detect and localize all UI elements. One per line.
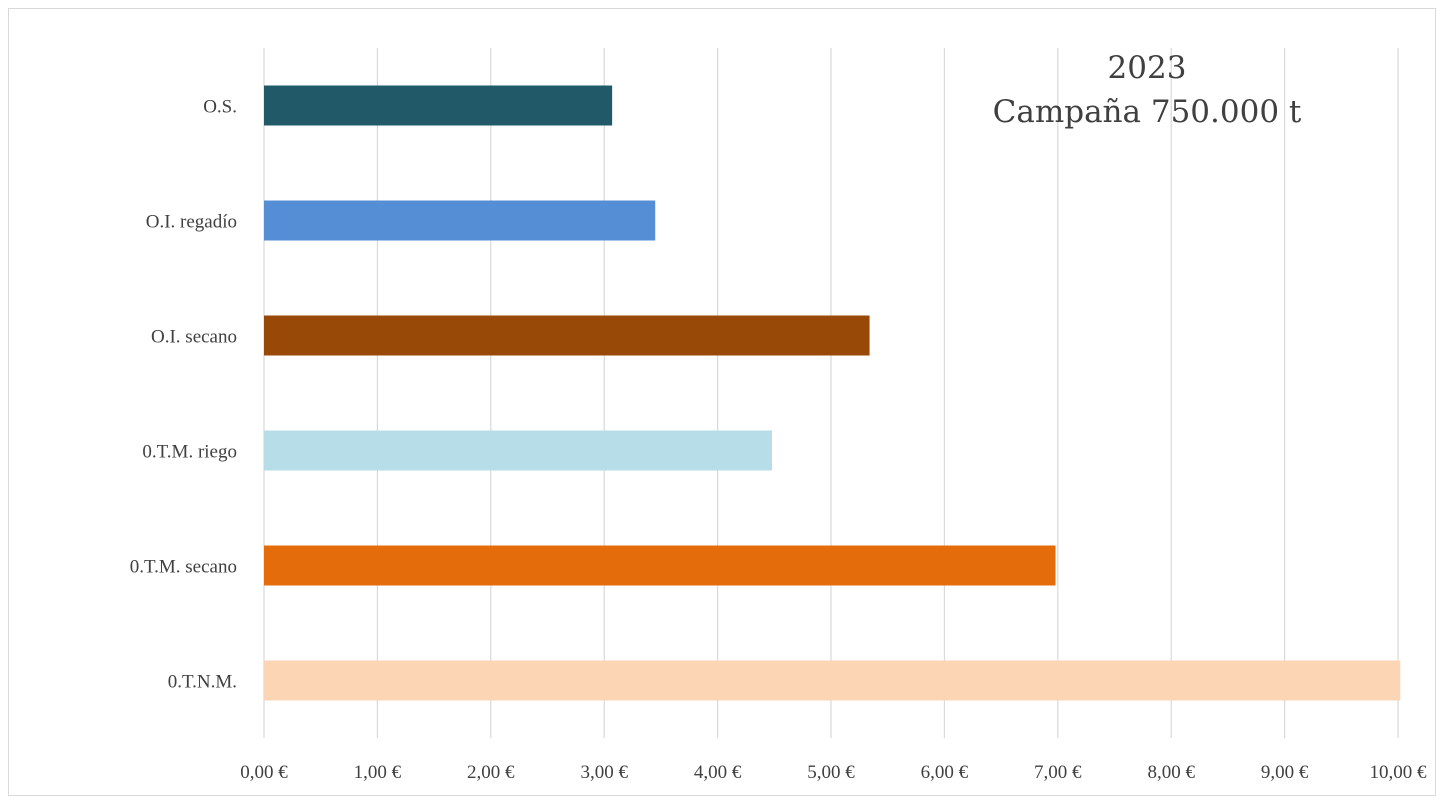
- x-tick-label: 9,00 €: [1261, 762, 1309, 783]
- x-tick-label: 4,00 €: [694, 762, 742, 783]
- x-tick-label: 6,00 €: [921, 762, 969, 783]
- bar: [264, 200, 656, 241]
- chart-title: 2023: [1108, 50, 1187, 86]
- x-tick-label: 8,00 €: [1147, 762, 1195, 783]
- category-label: O.I. regadío: [146, 212, 237, 233]
- category-label: O.I. secano: [151, 327, 237, 348]
- bar: [264, 660, 1401, 701]
- bar: [264, 315, 870, 356]
- x-tick-label: 0,00 €: [240, 762, 288, 783]
- x-tick-label: 3,00 €: [580, 762, 628, 783]
- x-tick-label: 5,00 €: [807, 762, 855, 783]
- x-tick-label: 7,00 €: [1034, 762, 1082, 783]
- category-label: 0.T.N.M.: [168, 672, 237, 693]
- chart-subtitle: Campaña 750.000 t: [993, 94, 1302, 130]
- bar: [264, 85, 613, 126]
- category-labels: O.S. O.I. regadío O.I. secano 0.T.M. riego 0…: [130, 97, 237, 693]
- x-tick-label: 10,00 €: [1370, 762, 1428, 783]
- x-tick-label: 1,00 €: [354, 762, 402, 783]
- category-label: 0.T.M. riego: [142, 442, 237, 463]
- category-label: O.S.: [203, 97, 237, 118]
- bar: [264, 545, 1056, 586]
- category-label: 0.T.M. secano: [130, 557, 237, 578]
- x-tick-labels: 0,00 € 1,00 € 2,00 € 3,00 € 4,00 € 5,00 € 6,00…: [240, 762, 1427, 783]
- bars: [264, 85, 1401, 701]
- bar: [264, 430, 773, 471]
- x-tick-label: 2,00 €: [467, 762, 515, 783]
- gridlines: [263, 48, 1399, 738]
